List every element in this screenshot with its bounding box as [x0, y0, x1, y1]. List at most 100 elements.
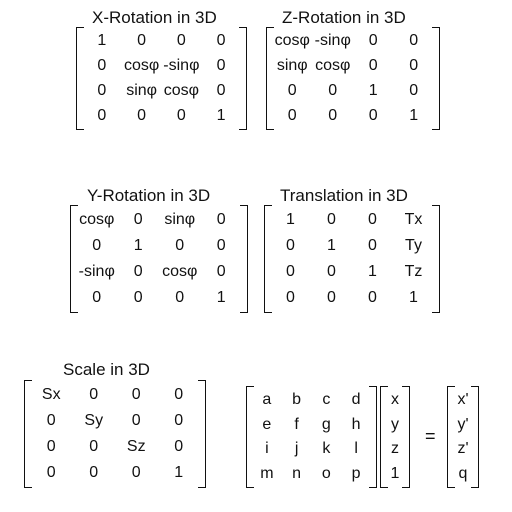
matrix-cell: Sy [84, 412, 104, 429]
matrix-cell: -sinφ [163, 57, 200, 75]
matrix-grid: cosφ -sinφ 0 0 sinφ cosφ 0 0 0 0 1 0 0 0 0 1 [272, 29, 434, 128]
matrix-cell: 1 [409, 106, 419, 124]
matrix-cell: i [265, 440, 269, 458]
right-bracket [369, 386, 377, 488]
matrix-cell: a [262, 391, 272, 409]
matrix-cell: Tx [404, 211, 423, 228]
matrix-cell: 0 [368, 211, 377, 228]
left-bracket [76, 27, 84, 130]
left-bracket [266, 27, 274, 130]
right-bracket [432, 27, 440, 130]
matrix-cell: 0 [216, 237, 226, 254]
matrix-cell: 1 [327, 237, 336, 254]
matrix-cell: 0 [92, 289, 102, 306]
matrix-cell: o [321, 464, 331, 482]
matrix-cell: z [391, 440, 399, 458]
matrix-cell: cosφ [274, 32, 310, 50]
matrix-cell: x [391, 391, 399, 409]
matrix-grid: x' y' z' q [453, 388, 473, 486]
matrix-cell: 0 [216, 263, 226, 280]
matrix-cell: 1 [390, 464, 400, 482]
matrix-cell: sinφ [276, 57, 308, 75]
matrix-cell: 0 [368, 57, 378, 75]
matrix-cell: 0 [175, 237, 185, 254]
right-bracket [239, 27, 247, 130]
matrix-cell: cosφ [162, 263, 198, 280]
matrix-grid: 1 0 0 0 0 cosφ -sinφ 0 0 sinφ cosφ 0 0 0 0 1 [82, 29, 241, 128]
matrix-cell: 0 [174, 386, 184, 403]
matrix-cell: 0 [409, 81, 419, 99]
matrix-cell: sinφ [164, 211, 196, 228]
matrix-cell: 0 [327, 289, 336, 306]
matrix-cell: y [391, 415, 399, 433]
matrix-cell: 0 [287, 81, 297, 99]
x-rotation-title: X-Rotation in 3D [92, 8, 217, 27]
matrix-cell: Tz [404, 263, 423, 280]
left-bracket [24, 380, 32, 488]
matrix-cell: 0 [327, 263, 336, 280]
right-bracket [198, 380, 206, 488]
matrix-cell: 1 [409, 289, 418, 306]
matrix-cell: 0 [92, 237, 102, 254]
matrix-cell: k [322, 440, 331, 458]
matrix-grid: Sx 0 0 0 0 Sy 0 0 0 0 Sz 0 0 0 0 1 [30, 382, 200, 486]
matrix-cell: 0 [368, 32, 378, 50]
matrix-cell: 0 [174, 412, 184, 429]
matrix-cell: 1 [216, 289, 226, 306]
matrix-cell: z' [457, 440, 469, 458]
matrix-cell: 1 [368, 81, 378, 99]
matrix-cell: 0 [368, 289, 377, 306]
matrix-cell: 0 [328, 106, 338, 124]
matrix-cell: 0 [368, 106, 378, 124]
translation-title: Translation in 3D [280, 186, 408, 205]
matrix-cell: f [294, 415, 299, 433]
matrix-cell: p [351, 464, 361, 482]
matrix-cell: h [351, 415, 361, 433]
matrix-cell: 0 [133, 211, 143, 228]
left-bracket [264, 205, 272, 313]
matrix-cell: cosφ [79, 211, 115, 228]
translation-matrix: 1 0 0 Tx 0 1 0 Ty 0 0 1 Tz 0 0 0 1 [264, 205, 440, 313]
right-bracket [402, 386, 410, 488]
matrix-cell: 0 [133, 263, 143, 280]
matrix-cell: cosφ [123, 57, 160, 75]
matrix-cell: g [321, 415, 331, 433]
matrix-cell: 0 [89, 464, 99, 481]
matrix-cell: 0 [97, 106, 107, 124]
output-vector: x' y' z' q [447, 386, 479, 488]
matrix-cell: 0 [97, 81, 107, 99]
matrix-cell: 0 [137, 32, 147, 50]
matrix-cell: 0 [286, 237, 295, 254]
right-bracket [471, 386, 479, 488]
matrix-cell: q [458, 464, 468, 482]
matrix-cell: -sinφ [314, 32, 351, 50]
matrix-cell: 1 [216, 106, 226, 124]
matrix-cell: Ty [405, 237, 422, 254]
matrix-cell: 0 [368, 237, 377, 254]
left-bracket [246, 386, 254, 488]
matrix-cell: 0 [286, 263, 295, 280]
right-bracket [240, 205, 248, 313]
matrix-cell: 0 [97, 57, 107, 75]
scale-matrix: Sx 0 0 0 0 Sy 0 0 0 0 Sz 0 0 0 0 1 [24, 380, 206, 488]
matrix-cell: 0 [409, 57, 419, 75]
matrix-cell: 0 [46, 412, 56, 429]
matrix-cell: 0 [409, 32, 419, 50]
matrix-grid: 1 0 0 Tx 0 1 0 Ty 0 0 1 Tz 0 0 0 1 [270, 207, 434, 311]
matrix-cell: 0 [175, 289, 185, 306]
matrix-cell: cosφ [163, 81, 200, 99]
matrix-cell: 1 [174, 464, 184, 481]
matrix-cell: y' [457, 415, 469, 433]
matrix-cell: 0 [176, 32, 186, 50]
matrix-cell: 0 [328, 81, 338, 99]
matrix-cell: 0 [216, 81, 226, 99]
matrix-cell: 0 [131, 386, 141, 403]
matrix-cell: 0 [287, 106, 297, 124]
matrix-cell: n [292, 464, 302, 482]
matrix-cell: 0 [89, 438, 99, 455]
matrix-cell: 1 [368, 263, 377, 280]
matrix-cell: 1 [97, 32, 107, 50]
matrix-cell: 0 [327, 211, 336, 228]
